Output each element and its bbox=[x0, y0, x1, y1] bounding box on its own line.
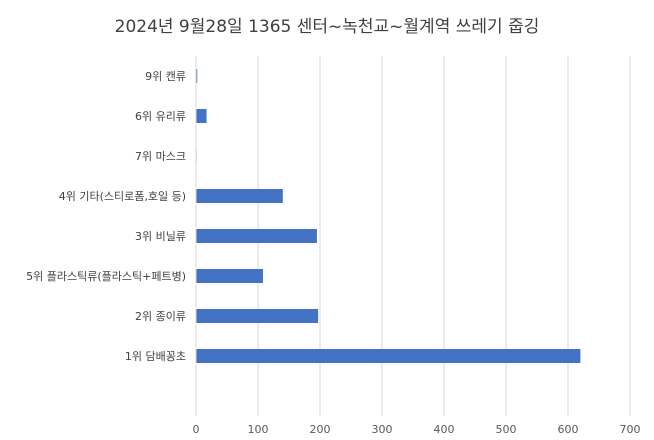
x-tick-label: 0 bbox=[193, 423, 200, 436]
bar bbox=[196, 309, 319, 323]
chart-title: 2024년 9월28일 1365 센터~녹천교~월계역 쓰레기 줍깅 bbox=[114, 17, 540, 37]
category-label: 2위 종이류 bbox=[135, 310, 186, 323]
bar bbox=[196, 269, 263, 283]
category-label: 3위 비닐류 bbox=[135, 230, 186, 243]
category-label: 1위 담배꽁초 bbox=[125, 350, 186, 363]
bars bbox=[196, 69, 581, 363]
labels: 0 100 200 300 400 500 600 700 9위 캔류 6위 유리류 7위 마스크 4… bbox=[26, 70, 640, 436]
x-tick-label: 600 bbox=[558, 423, 579, 436]
bar bbox=[196, 109, 207, 123]
bar bbox=[196, 349, 581, 363]
x-tick-label: 300 bbox=[372, 423, 393, 436]
category-label: 7위 마스크 bbox=[135, 150, 186, 163]
x-tick-label: 500 bbox=[496, 423, 517, 436]
x-tick-label: 400 bbox=[434, 423, 455, 436]
bar bbox=[196, 69, 198, 83]
x-tick-label: 700 bbox=[620, 423, 641, 436]
bar bbox=[196, 229, 317, 243]
category-label: 4위 기타(스티로폼,호일 등) bbox=[59, 189, 186, 203]
bar bbox=[196, 189, 283, 203]
category-label: 6위 유리류 bbox=[135, 110, 186, 123]
x-tick-label: 200 bbox=[310, 423, 331, 436]
category-label: 5위 플라스틱류(플라스틱+페트병) bbox=[26, 270, 186, 283]
x-tick-label: 100 bbox=[248, 423, 269, 436]
category-label: 9위 캔류 bbox=[145, 70, 186, 83]
